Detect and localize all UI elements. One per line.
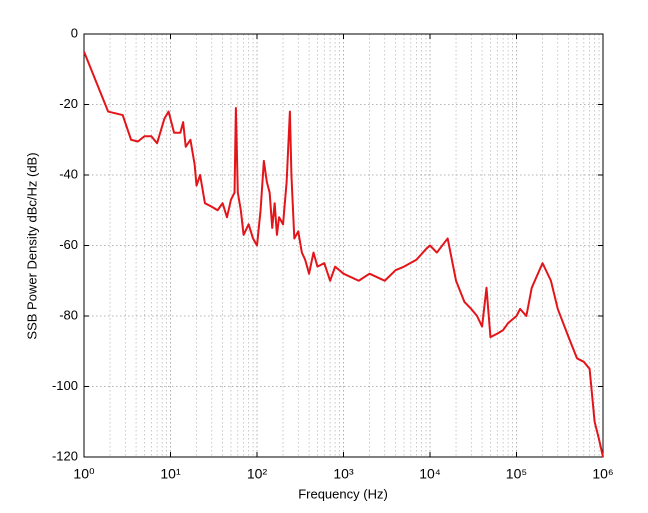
x-tick-label: 10² xyxy=(247,466,268,482)
x-tick-label: 10¹ xyxy=(160,466,181,482)
y-tick-label: -120 xyxy=(52,448,78,463)
y-tick-label: -40 xyxy=(59,166,78,181)
y-tick-label: -20 xyxy=(59,96,78,111)
x-tick-label: 10⁵ xyxy=(506,466,527,482)
x-tick-label: 10⁶ xyxy=(592,466,613,482)
x-axis-label: Frequency (Hz) xyxy=(298,486,388,501)
y-tick-label: -80 xyxy=(59,307,78,322)
x-tick-label: 10³ xyxy=(333,466,354,482)
x-tick-label: 10⁰ xyxy=(73,466,95,482)
y-tick-label: 0 xyxy=(71,25,78,40)
x-tick-label: 10⁴ xyxy=(419,466,441,482)
y-tick-label: -100 xyxy=(52,378,78,393)
y-tick-label: -60 xyxy=(59,237,78,252)
plot-frame xyxy=(83,33,604,458)
data-line xyxy=(83,51,604,458)
y-axis-label: SSB Power Density dBc/Hz (dB) xyxy=(24,152,39,339)
